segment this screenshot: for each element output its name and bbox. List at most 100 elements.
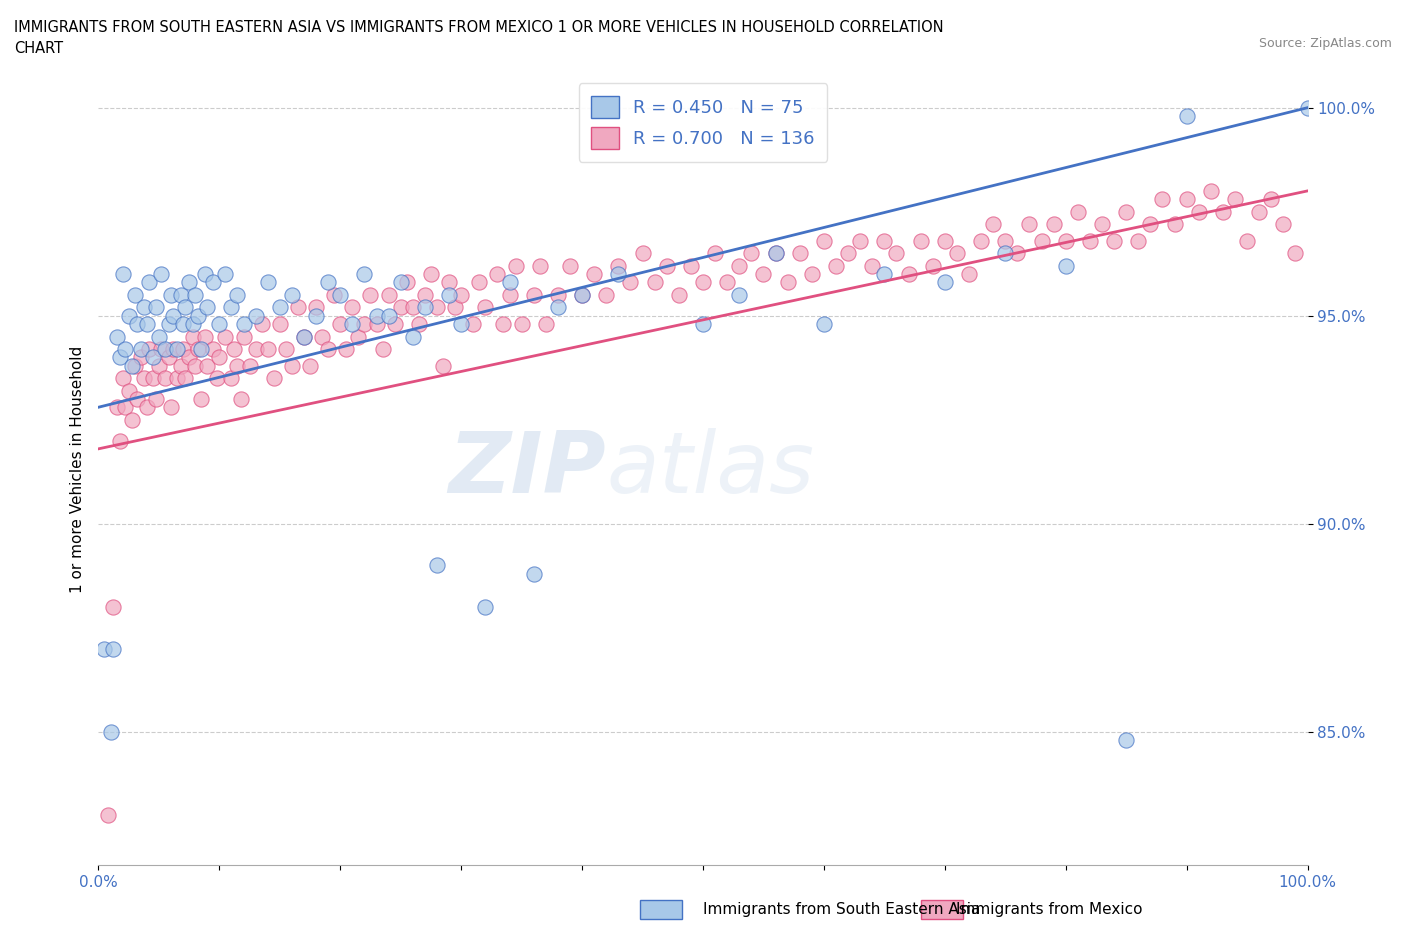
Point [910,233,932,248]
Point [305,300,328,315]
Point [468,275,491,290]
Point [534,316,557,331]
Point [934,233,956,248]
Point [229,392,252,406]
Point [195,300,218,315]
Point [281,287,304,302]
Point [692,316,714,331]
Point [505,259,527,273]
Point [142,371,165,386]
Point [1272,217,1295,232]
Point [138,275,160,290]
Point [860,259,883,273]
Point [1115,205,1137,219]
Point [184,287,207,302]
Point [981,217,1004,232]
Point [208,316,231,331]
Point [679,259,702,273]
Point [105,400,128,415]
Point [145,392,167,406]
Point [389,300,412,315]
Point [135,400,157,415]
Point [101,641,124,656]
Point [250,316,273,331]
Point [523,287,546,302]
Point [921,259,943,273]
Point [1102,233,1125,248]
Point [413,287,436,302]
Point [226,358,249,373]
Point [1236,233,1258,248]
Point [498,287,520,302]
Point [353,267,375,282]
Point [353,316,375,331]
Point [127,316,149,331]
Point [166,341,188,356]
Point [281,358,304,373]
Point [287,300,309,315]
Point [498,275,520,290]
Point [181,316,204,331]
Point [169,287,191,302]
Point [299,358,322,373]
Point [118,383,141,398]
Point [1163,217,1185,232]
Point [426,558,449,573]
Point [1067,205,1090,219]
Point [121,412,143,427]
Point [181,329,204,344]
Point [256,341,278,356]
Point [121,358,143,373]
Point [389,275,412,290]
Point [292,329,315,344]
Point [655,259,678,273]
Legend: R = 0.450   N = 75, R = 0.700   N = 136: R = 0.450 N = 75, R = 0.700 N = 136 [579,84,827,162]
Point [366,308,388,323]
Point [1139,217,1161,232]
Point [129,341,152,356]
Point [558,259,581,273]
Point [179,275,201,290]
Point [432,358,454,373]
Point [111,371,134,386]
Point [360,287,382,302]
Point [145,300,167,315]
Point [377,287,399,302]
Point [221,300,243,315]
Point [873,233,896,248]
Point [162,341,184,356]
Text: CHART: CHART [14,41,63,56]
Point [245,341,267,356]
Point [134,300,156,315]
Point [114,400,136,415]
Point [1042,217,1064,232]
Point [776,275,799,290]
Point [474,600,496,615]
Point [402,329,425,344]
Point [1175,192,1198,206]
Point [426,300,449,315]
Point [256,275,278,290]
Point [789,246,811,260]
Point [631,246,654,260]
Point [825,259,848,273]
Point [873,267,896,282]
Point [187,341,209,356]
Point [100,724,122,739]
Point [93,641,115,656]
Point [214,267,236,282]
Point [105,329,128,344]
Point [837,246,859,260]
Text: ZIP: ZIP [449,428,606,512]
Point [114,341,136,356]
Point [395,275,418,290]
Point [800,267,823,282]
Point [1175,109,1198,124]
Point [970,233,993,248]
Point [150,341,173,356]
Point [371,341,394,356]
Point [704,246,727,260]
Point [994,246,1017,260]
Text: Immigrants from South Eastern Asia: Immigrants from South Eastern Asia [703,902,980,917]
Point [1152,192,1174,206]
